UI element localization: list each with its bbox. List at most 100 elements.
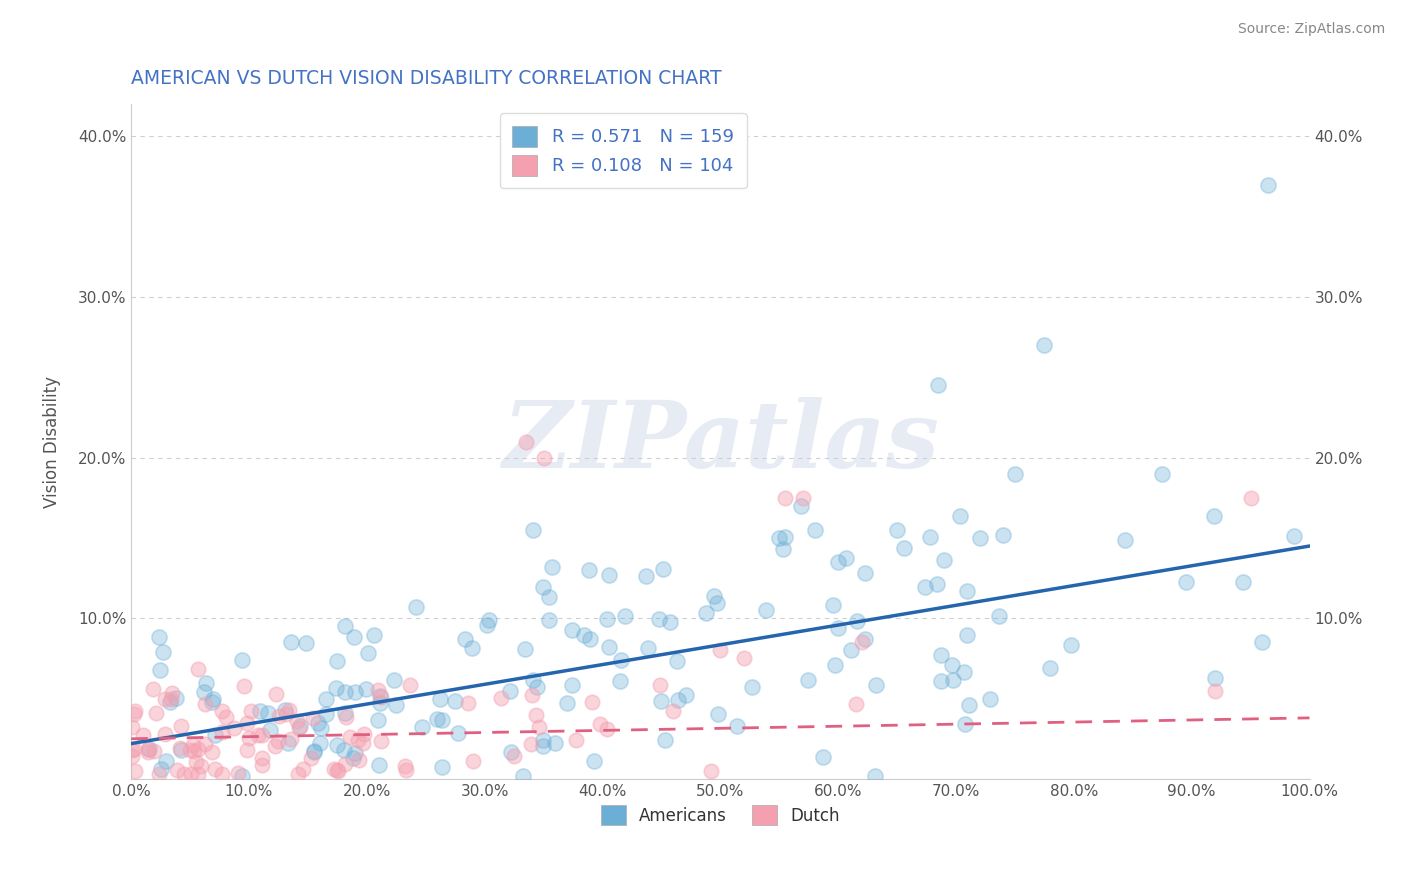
Point <box>538 614 561 628</box>
Point <box>269 709 291 723</box>
Point <box>447 726 470 740</box>
Point <box>328 764 350 778</box>
Point <box>211 704 233 718</box>
Point <box>149 663 172 677</box>
Point <box>572 628 595 642</box>
Point <box>527 720 550 734</box>
Point <box>520 737 543 751</box>
Point <box>153 727 176 741</box>
Point <box>288 721 311 735</box>
Point <box>707 706 730 721</box>
Point <box>1202 509 1225 524</box>
Point <box>368 697 391 711</box>
Point <box>827 555 849 569</box>
Point <box>706 596 728 610</box>
Point <box>343 685 366 699</box>
Point <box>405 599 427 614</box>
Point <box>395 763 418 777</box>
Point <box>302 744 325 758</box>
Point <box>596 612 619 626</box>
Point <box>665 654 688 668</box>
Point <box>772 542 794 557</box>
Point <box>226 766 249 780</box>
Point <box>368 689 391 703</box>
Point <box>309 722 332 736</box>
Point <box>489 691 512 706</box>
Point <box>700 764 723 778</box>
Point <box>353 735 375 749</box>
Point <box>124 704 146 718</box>
Point <box>650 694 672 708</box>
Point <box>124 764 146 779</box>
Point <box>302 711 325 725</box>
Point <box>285 714 308 728</box>
Point <box>561 623 583 637</box>
Point <box>522 688 544 702</box>
Point <box>274 703 297 717</box>
Point <box>634 568 657 582</box>
Point <box>918 530 941 544</box>
Point <box>555 696 578 710</box>
Point <box>851 635 873 649</box>
Point <box>211 767 233 781</box>
Point <box>145 706 167 720</box>
Point <box>357 646 380 660</box>
Point <box>839 643 862 657</box>
Point <box>790 499 813 513</box>
Point <box>531 733 554 747</box>
Point <box>246 728 269 742</box>
Point <box>315 706 337 721</box>
Point <box>367 713 389 727</box>
Point <box>1060 639 1083 653</box>
Point <box>333 619 356 633</box>
Point <box>204 728 226 742</box>
Point <box>278 703 301 717</box>
Point <box>121 720 143 734</box>
Point <box>893 541 915 555</box>
Point <box>326 763 349 777</box>
Point <box>169 743 191 757</box>
Point <box>215 709 238 723</box>
Point <box>342 751 364 765</box>
Point <box>942 673 965 687</box>
Point <box>249 704 271 718</box>
Point <box>211 725 233 739</box>
Point <box>385 698 408 712</box>
Point <box>501 745 523 759</box>
Point <box>515 434 537 449</box>
Point <box>768 531 790 545</box>
Point <box>277 736 299 750</box>
Point <box>526 681 548 695</box>
Point <box>148 767 170 781</box>
Point <box>238 731 260 746</box>
Point <box>250 757 273 772</box>
Point <box>541 559 564 574</box>
Point <box>160 686 183 700</box>
Point <box>502 748 524 763</box>
Point <box>343 630 366 644</box>
Point <box>565 733 588 747</box>
Point <box>531 739 554 753</box>
Point <box>824 658 846 673</box>
Point <box>201 695 224 709</box>
Point <box>394 758 416 772</box>
Point <box>325 681 347 696</box>
Point <box>193 684 215 698</box>
Point <box>741 681 763 695</box>
Legend: Americans, Dutch: Americans, Dutch <box>595 798 846 831</box>
Point <box>956 627 979 641</box>
Point <box>827 621 849 635</box>
Point <box>953 665 976 680</box>
Point <box>121 743 143 757</box>
Point <box>609 653 631 667</box>
Point <box>1152 467 1174 481</box>
Point <box>773 491 796 505</box>
Point <box>138 741 160 756</box>
Point <box>1250 634 1272 648</box>
Point <box>136 742 159 756</box>
Point <box>512 769 534 783</box>
Point <box>204 762 226 776</box>
Point <box>1175 575 1198 590</box>
Point <box>347 732 370 747</box>
Point <box>581 696 603 710</box>
